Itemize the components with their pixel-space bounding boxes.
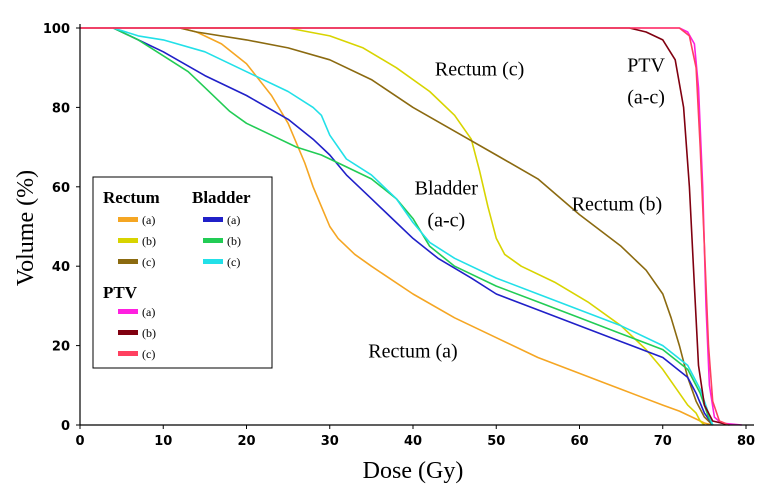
series-layer [80, 27, 742, 426]
series-line-ptv_c [80, 27, 730, 426]
legend-swatch-rectum_c [118, 259, 138, 264]
legend-swatch-bladder_a [203, 217, 223, 222]
legend-label-ptv_c: (c) [142, 347, 155, 361]
legend-group-title-2: PTV [103, 283, 138, 302]
series-line-bladder_c [113, 27, 714, 426]
legend-label-ptv_a: (a) [142, 305, 155, 319]
x-tick-label-5: 50 [487, 434, 505, 449]
series-line-rectum_c [179, 27, 714, 426]
annotation-3: Bladder [415, 178, 479, 200]
annotation-5: Rectum (b) [572, 194, 663, 216]
x-tick-label-0: 0 [75, 434, 84, 449]
legend-label-bladder_b: (b) [227, 234, 241, 248]
legend-label-bladder_c: (c) [227, 255, 240, 269]
annotation-1: PTV [627, 55, 665, 77]
legend-label-ptv_b: (b) [142, 326, 156, 340]
annotation-2: (a-c) [627, 86, 665, 108]
y-tick-label-0: 0 [61, 419, 70, 434]
legend-swatch-ptv_c [118, 351, 138, 356]
legend-swatch-rectum_b [118, 238, 138, 243]
series-line-ptv_b [80, 27, 730, 426]
x-tick-label-2: 20 [237, 434, 255, 449]
y-tick-label-1: 20 [52, 340, 70, 355]
x-tick-label-1: 10 [154, 434, 172, 449]
y-tick-label-4: 80 [52, 101, 70, 116]
legend-label-bladder_a: (a) [227, 213, 240, 227]
legend-swatch-bladder_c [203, 259, 223, 264]
legend-box [92, 176, 273, 369]
y-axis-title: Volume (%) [13, 170, 39, 286]
annotation-4: (a-c) [427, 210, 465, 232]
x-tick-label-8: 80 [737, 434, 755, 449]
legend-swatch-bladder_b [203, 238, 223, 243]
legend-swatch-rectum_a [118, 217, 138, 222]
legend-swatch-ptv_a [118, 309, 138, 314]
x-tick-label-4: 40 [404, 434, 422, 449]
legend: Rectum (a) (b) (c) Bladder (a) (b) (c) PTV (a) (b)… [92, 176, 273, 369]
series-line-rectum_a [179, 27, 713, 426]
y-tick-label-3: 60 [52, 181, 70, 196]
legend-group-title-1: Bladder [192, 188, 251, 207]
annotation-0: Rectum (c) [435, 59, 524, 81]
axes: 0 10 20 30 40 50 60 70 80 0 20 40 60 80 100 [43, 22, 755, 449]
legend-label-rectum_a: (a) [142, 213, 155, 227]
legend-swatch-ptv_b [118, 330, 138, 335]
y-tick-label-5: 100 [43, 22, 70, 37]
x-tick-label-6: 60 [570, 434, 588, 449]
legend-label-rectum_c: (c) [142, 255, 155, 269]
x-tick-label-7: 70 [654, 434, 672, 449]
series-line-rectum_b [179, 27, 705, 426]
series-line-bladder_a [112, 27, 714, 426]
y-tick-label-2: 40 [52, 260, 70, 275]
x-axis-title: Dose (Gy) [363, 458, 464, 484]
x-tick-label-3: 30 [321, 434, 339, 449]
legend-label-rectum_b: (b) [142, 234, 156, 248]
legend-group-title-0: Rectum [103, 188, 160, 207]
annotations: Rectum (c) PTV (a-c) Bladder (a-c) Rectum (b)… [368, 55, 665, 363]
annotation-6: Rectum (a) [368, 341, 457, 363]
series-line-ptv_a [80, 27, 742, 426]
